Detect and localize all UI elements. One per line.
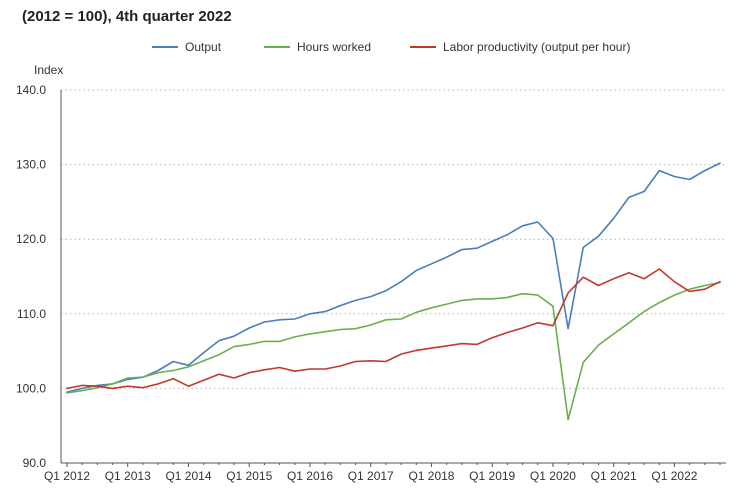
x-tick-label: Q1 2020: [530, 469, 576, 483]
legend-label-output: Output: [185, 40, 222, 54]
legend-swatch-hours-worked: [264, 46, 290, 48]
legend-item-labor-productivity: Labor productivity (output per hour): [410, 40, 630, 54]
x-tick-label: Q1 2021: [591, 469, 637, 483]
axes: [60, 90, 726, 467]
series-line-labor-productivity-output-per-hour: [66, 268, 721, 390]
tick-labels: 140.0 130.0 120.0 110.0 100.0 90.0Q1 2012 Q1 2…: [16, 83, 698, 483]
legend-item-output: Output: [152, 40, 221, 54]
legend-item-hours-worked: Hours worked: [264, 40, 371, 54]
x-tick-label: Q1 2018: [408, 469, 454, 483]
legend-label-labor-productivity: Labor productivity (output per hour): [443, 40, 631, 54]
x-tick-label: Q1 2012: [44, 469, 90, 483]
y-tick-label: 100.0: [16, 381, 46, 395]
y-tick-label: 90.0: [23, 456, 47, 470]
gridlines: [61, 89, 726, 389]
y-axis-label: Index: [34, 63, 64, 77]
x-tick-label: Q1 2013: [105, 469, 151, 483]
legend-label-hours-worked: Hours worked: [297, 40, 372, 54]
x-tick-label: Q1 2016: [287, 469, 333, 483]
y-tick-label: 140.0: [16, 83, 46, 97]
x-tick-label: Q1 2014: [165, 469, 211, 483]
series-line-output: [66, 162, 721, 393]
legend-swatch-output: [152, 46, 178, 48]
x-tick-label: Q1 2017: [348, 469, 394, 483]
chart-title: (2012 = 100), 4th quarter 2022: [22, 8, 232, 25]
series-line-hours-worked: [66, 281, 721, 421]
x-tick-label: Q1 2015: [226, 469, 272, 483]
x-tick-label: Q1 2019: [469, 469, 515, 483]
chart-legend: Output Hours worked Labor productivity (…: [0, 40, 739, 56]
x-tick-label: Q1 2022: [651, 469, 697, 483]
y-tick-label: 110.0: [17, 307, 46, 321]
series-lines: [66, 162, 721, 421]
y-tick-label: 120.0: [16, 232, 46, 246]
legend-swatch-labor-productivity: [410, 46, 436, 48]
y-tick-label: 130.0: [16, 158, 46, 172]
